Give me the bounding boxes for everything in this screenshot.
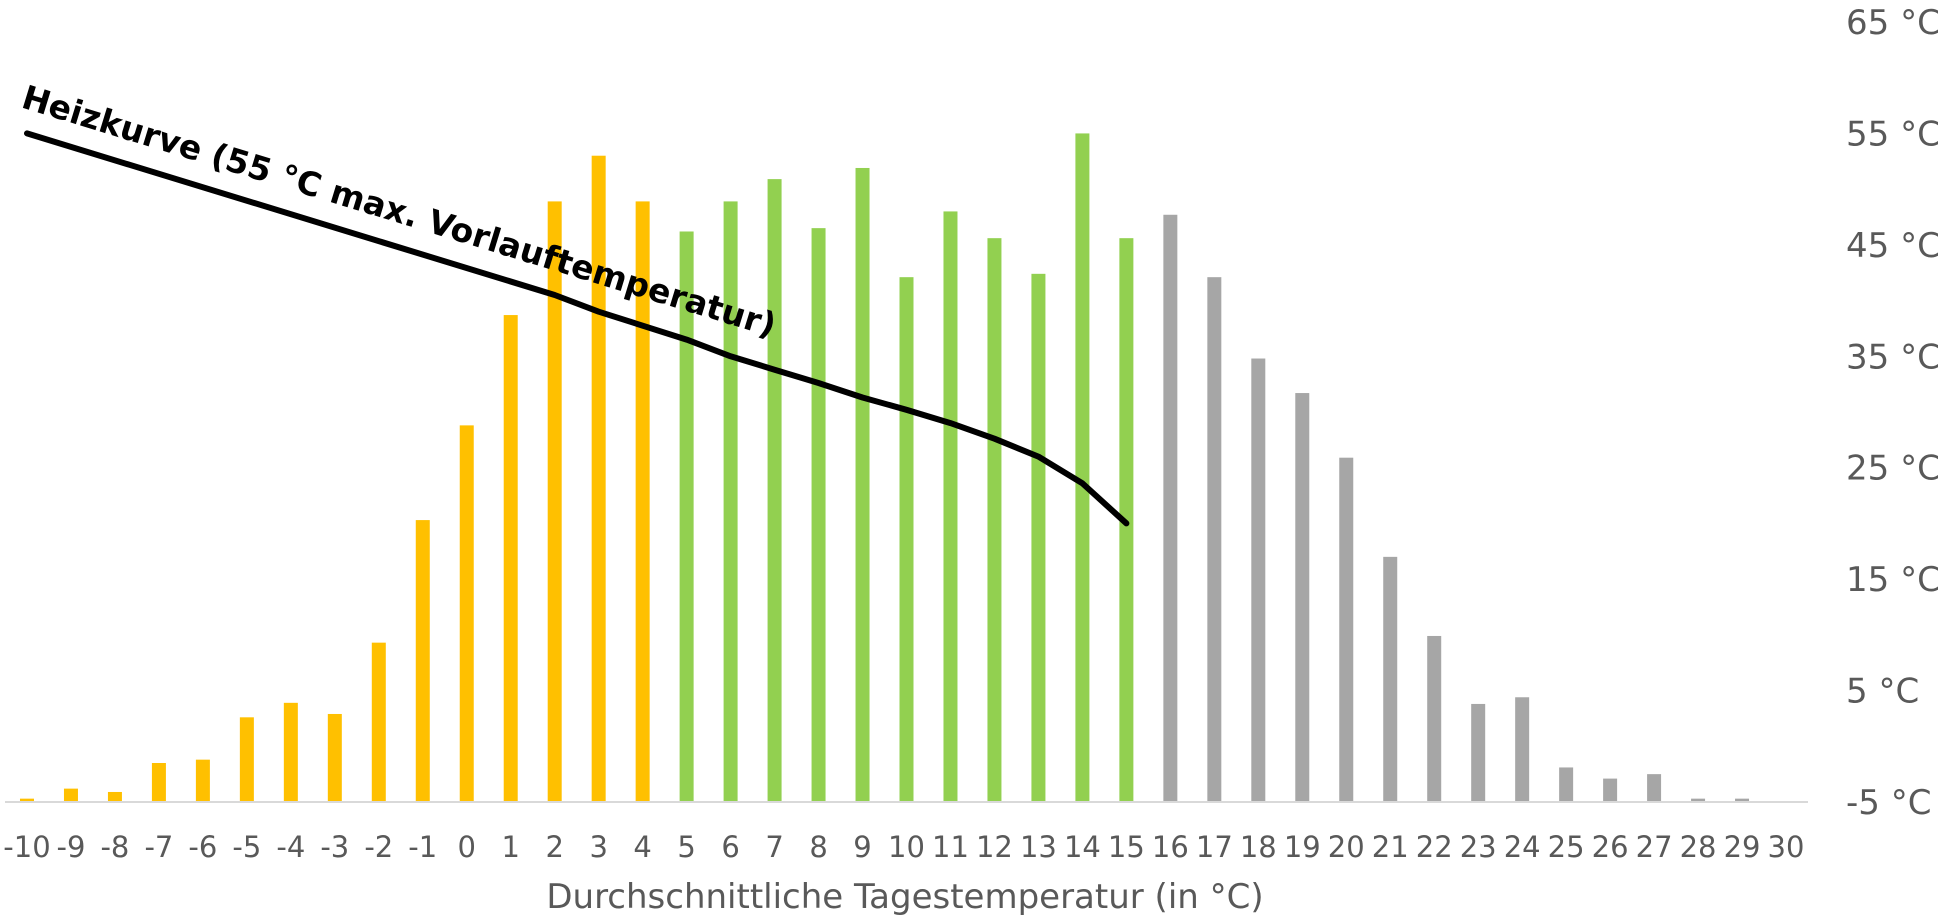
bar-7 xyxy=(767,179,782,803)
x-tick-labels: -10 -9 -8 -7 -6 -5 -4 -3 -2 -1 0 1 2 3 4 5 6 7 8 9 10 11 12 13 1… xyxy=(3,830,1804,864)
bar-26 xyxy=(1603,778,1618,802)
x-tick-label: 28 xyxy=(1680,830,1717,864)
bar-0 xyxy=(459,425,474,802)
x-tick-label: 24 xyxy=(1504,830,1541,864)
x-tick-label: 7 xyxy=(765,830,783,864)
bar--7 xyxy=(151,763,166,802)
bar-21 xyxy=(1383,556,1398,802)
x-tick-label: 17 xyxy=(1196,830,1233,864)
bar-17 xyxy=(1207,277,1222,803)
y-tick-label: 25 °C xyxy=(1846,449,1938,489)
x-tick-label: 27 xyxy=(1636,830,1673,864)
bar-24 xyxy=(1515,697,1530,802)
bar-22 xyxy=(1427,635,1442,802)
x-tick-label: 3 xyxy=(589,830,607,864)
x-tick-label: 14 xyxy=(1064,830,1101,864)
x-tick-label: 8 xyxy=(809,830,827,864)
x-tick-label: 0 xyxy=(458,830,476,864)
x-tick-label: -2 xyxy=(364,830,393,864)
y-tick-label: 55 °C xyxy=(1846,114,1938,154)
x-tick-label: 13 xyxy=(1020,830,1057,864)
bar-20 xyxy=(1339,457,1354,802)
bar-25 xyxy=(1559,767,1574,802)
heating-curve-label: Heizkurve (55 °C max. Vorlauftemperatur) xyxy=(18,77,781,344)
bar-10 xyxy=(899,277,914,803)
y-tick-labels: 65 °C 55 °C 45 °C 35 °C 25 °C 15 °C 5 °C -5 °C xyxy=(1846,3,1938,823)
bar-13 xyxy=(1031,273,1046,802)
x-tick-label: -3 xyxy=(320,830,349,864)
x-tick-label: -6 xyxy=(188,830,217,864)
x-tick-label: 20 xyxy=(1328,830,1365,864)
x-tick-label: 12 xyxy=(976,830,1013,864)
x-tick-label: 19 xyxy=(1284,830,1321,864)
x-tick-label: 1 xyxy=(501,830,519,864)
x-tick-label: 21 xyxy=(1372,830,1409,864)
bar-6 xyxy=(723,201,738,802)
y-tick-label: 35 °C xyxy=(1846,337,1938,377)
heating-curve-line xyxy=(24,130,1130,527)
bar-9 xyxy=(855,167,870,802)
bar--2 xyxy=(371,642,386,802)
bar--1 xyxy=(415,520,430,802)
bar-18 xyxy=(1251,358,1266,802)
bar-23 xyxy=(1471,703,1486,802)
x-tick-label: 18 xyxy=(1240,830,1277,864)
x-tick-label: 22 xyxy=(1416,830,1453,864)
bar--8 xyxy=(107,791,122,802)
x-tick-label: 15 xyxy=(1108,830,1145,864)
bar-11 xyxy=(943,211,958,802)
bar-29 xyxy=(1735,798,1750,802)
bars-group xyxy=(19,133,1750,803)
x-tick-label: -1 xyxy=(408,830,437,864)
bar--6 xyxy=(195,759,210,802)
x-tick-label: 23 xyxy=(1460,830,1497,864)
bar-4 xyxy=(635,201,650,802)
y-tick-label: -5 °C xyxy=(1846,783,1931,823)
bar-5 xyxy=(679,231,694,802)
x-tick-label: 5 xyxy=(677,830,695,864)
x-tick-label: 25 xyxy=(1548,830,1585,864)
x-axis-title: Durchschnittliche Tagestemperatur (in °C… xyxy=(546,877,1263,917)
bar--5 xyxy=(239,717,254,802)
bar-3 xyxy=(591,155,606,802)
x-tick-label: 26 xyxy=(1592,830,1629,864)
bar-12 xyxy=(987,238,1002,802)
x-tick-label: -10 xyxy=(3,830,50,864)
x-tick-label: -5 xyxy=(232,830,261,864)
x-tick-label: 29 xyxy=(1724,830,1761,864)
x-tick-label: 30 xyxy=(1768,830,1805,864)
bar--3 xyxy=(327,713,342,802)
y-tick-label: 15 °C xyxy=(1846,560,1938,600)
x-tick-label: 2 xyxy=(545,830,563,864)
x-tick-label: 6 xyxy=(721,830,739,864)
x-tick-label: 9 xyxy=(853,830,871,864)
bar-28 xyxy=(1691,798,1706,802)
x-tick-label: -9 xyxy=(57,830,86,864)
y-tick-label: 65 °C xyxy=(1846,3,1938,43)
bar-2 xyxy=(547,201,562,802)
bar--4 xyxy=(283,702,298,802)
bar--10 xyxy=(19,798,34,802)
x-tick-label: -4 xyxy=(276,830,305,864)
x-tick-label: 10 xyxy=(888,830,925,864)
bar-19 xyxy=(1295,393,1310,802)
bar--9 xyxy=(63,788,78,802)
bar-14 xyxy=(1075,133,1090,802)
x-tick-label: 11 xyxy=(932,830,969,864)
bar-1 xyxy=(503,315,518,802)
bar-16 xyxy=(1163,214,1178,802)
x-tick-label: -7 xyxy=(144,830,173,864)
x-tick-label: -8 xyxy=(100,830,129,864)
bar-27 xyxy=(1647,774,1662,802)
x-tick-label: 4 xyxy=(633,830,651,864)
x-tick-label: 16 xyxy=(1152,830,1189,864)
y-tick-label: 45 °C xyxy=(1846,226,1938,266)
y-tick-label: 5 °C xyxy=(1846,672,1919,712)
bar-8 xyxy=(811,228,826,803)
